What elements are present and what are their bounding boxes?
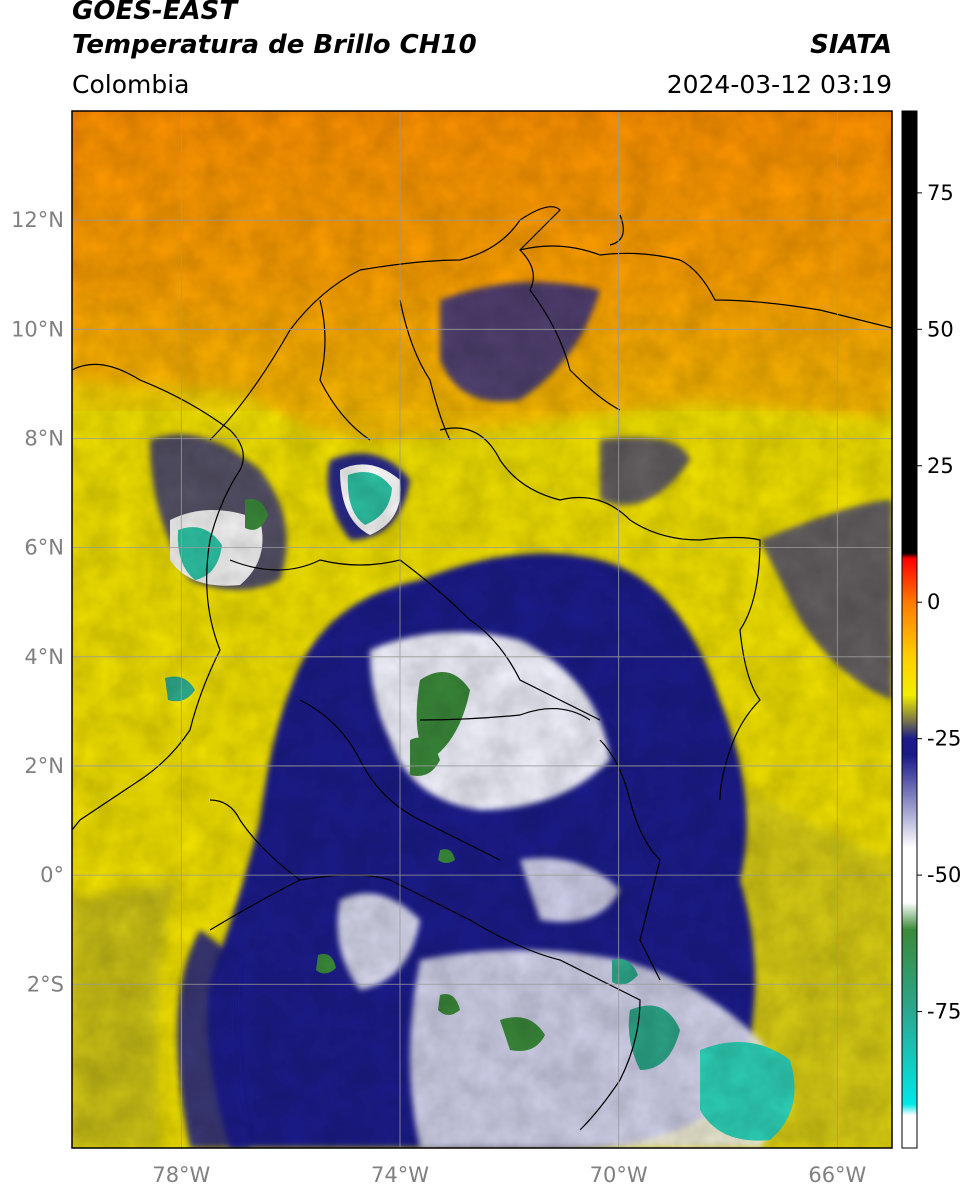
lat-tick-label: 6°N	[24, 536, 64, 560]
lat-tick-label: 0°	[40, 863, 64, 887]
longitude-labels: 78°W 74°W 70°W 66°W	[152, 1163, 866, 1187]
lon-tick-label: 70°W	[590, 1163, 648, 1187]
department-boundary	[319, 299, 371, 441]
colorbar-labels: 75 50 25 0 -25 -50 -75	[917, 181, 961, 1024]
organization-label: SIATA	[810, 30, 892, 60]
lon-tick-label: 74°W	[371, 1163, 429, 1187]
colorbar-tick-label: -25	[927, 727, 961, 751]
peninsula-coastline	[609, 214, 624, 246]
boundaries	[72, 206, 892, 1131]
lon-tick-label: 66°W	[808, 1163, 866, 1187]
colorbar-tick-label: -75	[927, 1000, 961, 1024]
gridlines	[72, 111, 892, 1148]
colorbar-gradient	[901, 110, 918, 1149]
map-frame	[71, 110, 893, 1149]
department-boundary	[229, 559, 601, 721]
product-title: Temperatura de Brillo CH10	[72, 30, 477, 60]
satellite-title: GOES-EAST	[72, 0, 238, 26]
colorbar-tick-label: 25	[927, 454, 954, 478]
lat-tick-label: 8°N	[24, 426, 64, 450]
pacific-coastline	[72, 363, 244, 831]
venezuela-coastline	[519, 245, 892, 329]
department-boundary	[399, 299, 451, 441]
caribbean-coastline	[209, 206, 621, 441]
lat-tick-label: 10°N	[11, 317, 64, 341]
lat-tick-label: 2°N	[24, 754, 64, 778]
colombia-brazil-border	[599, 739, 661, 981]
lat-tick-label: 12°N	[11, 208, 64, 232]
region-label: Colombia	[72, 70, 190, 99]
lat-tick-label: 2°S	[27, 972, 64, 996]
colorbar-tick-label: 75	[927, 181, 954, 205]
lat-tick-label: 4°N	[24, 645, 64, 669]
department-boundary	[419, 707, 591, 721]
colorbar-tick-label: 50	[927, 317, 954, 341]
colombia-peru-border	[209, 874, 641, 1131]
lon-tick-label: 78°W	[152, 1163, 210, 1187]
colorbar-tick-label: 0	[927, 590, 940, 614]
department-boundary	[299, 699, 501, 861]
latitude-labels: 12°N 10°N 8°N 6°N 4°N 2°N 0° 2°S	[11, 208, 64, 996]
colombia-venezuela-border	[439, 427, 761, 801]
timestamp-label: 2024-03-12 03:19	[666, 70, 892, 99]
colorbar	[901, 110, 918, 1149]
colombia-ecuador-border	[209, 799, 301, 881]
colorbar-tick-label: -50	[927, 863, 961, 887]
